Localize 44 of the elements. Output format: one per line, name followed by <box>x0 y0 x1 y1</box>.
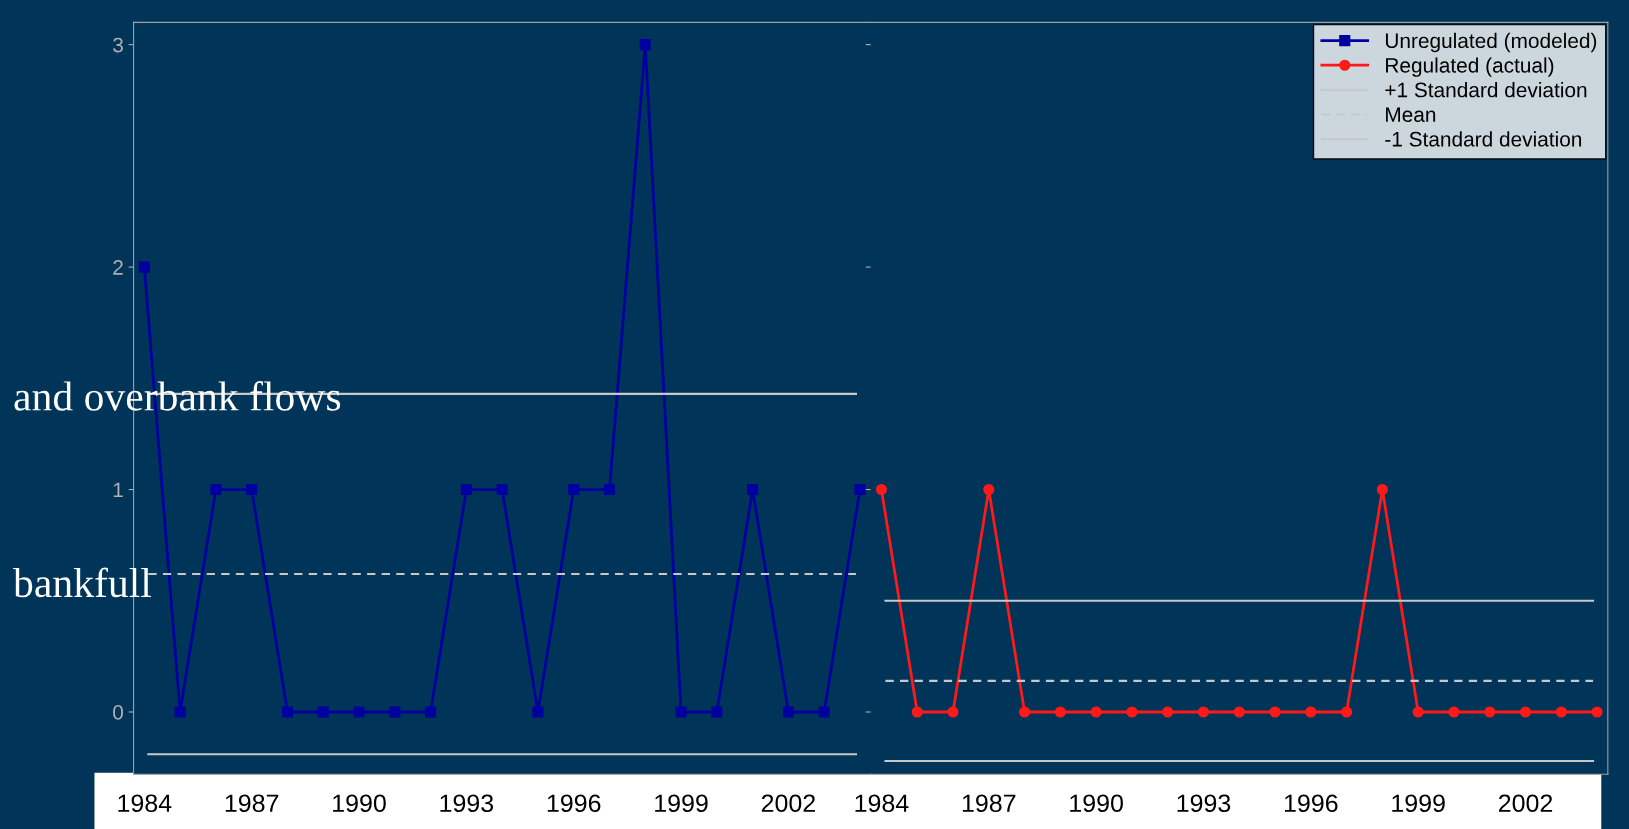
point <box>496 483 508 496</box>
point <box>281 706 293 718</box>
point <box>854 483 866 496</box>
x-tick-label: 1990 <box>333 794 386 813</box>
x-tick-label: 1987 <box>225 794 279 813</box>
x-tick-label: 1984 <box>118 794 172 813</box>
point <box>174 706 186 718</box>
point <box>711 706 723 718</box>
x-tick-label: 1987 <box>962 794 1016 813</box>
x-tick-label: 2002 <box>761 794 815 813</box>
x-tick-label: 1999 <box>1392 794 1445 813</box>
legend-label: Regulated (actual) <box>1386 57 1554 77</box>
point <box>818 706 830 718</box>
x-tick-label: 1990 <box>1070 794 1123 813</box>
x-tick-label: 1984 <box>855 794 909 813</box>
y-tick-label: 3 <box>113 37 123 53</box>
x-tick-label: 1996 <box>1284 794 1338 813</box>
x-tick-label: 1993 <box>440 794 494 813</box>
point <box>532 706 544 718</box>
x-tick-label: 2002 <box>1498 794 1553 813</box>
legend-label: Unregulated (modeled) <box>1385 32 1597 53</box>
point <box>782 706 794 718</box>
x-tick-label: 1999 <box>655 794 708 813</box>
point <box>317 706 329 718</box>
point <box>460 483 472 496</box>
point <box>210 483 222 496</box>
point <box>639 39 651 51</box>
point <box>675 706 687 718</box>
point <box>389 706 401 718</box>
point <box>568 483 580 496</box>
point <box>246 483 258 496</box>
legend-label: Mean <box>1386 107 1436 122</box>
point <box>138 261 150 273</box>
x-tick-label: 1993 <box>1177 794 1231 813</box>
y-tick-label: 0 <box>113 705 124 720</box>
point <box>353 706 365 718</box>
point <box>603 483 616 496</box>
legend-label: +1 Standard deviation <box>1385 82 1587 98</box>
y-tick-label: 1 <box>113 482 123 498</box>
y-tick-label: 2 <box>113 260 123 275</box>
point <box>747 483 759 496</box>
legend-label: -1 Standard deviation <box>1385 131 1582 147</box>
point <box>425 706 437 718</box>
x-tick-label: 1996 <box>547 794 601 813</box>
